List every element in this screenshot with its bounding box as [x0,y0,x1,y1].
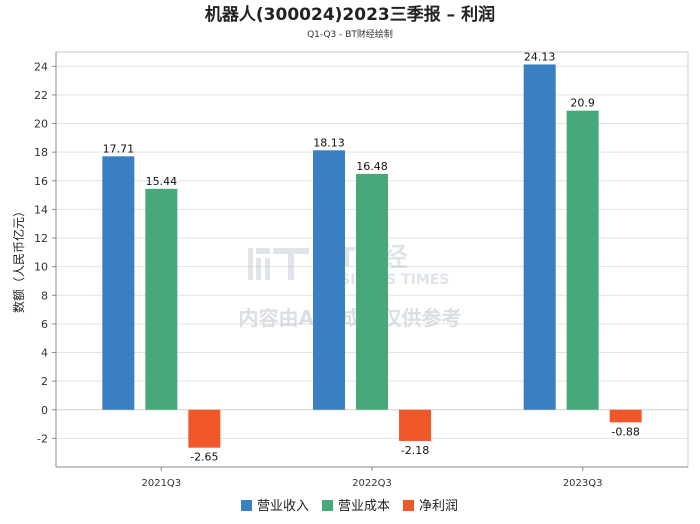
legend-swatch [241,500,252,511]
legend-swatch [322,500,333,511]
bar[interactable] [145,188,178,410]
y-tick-label: 4 [41,347,48,360]
y-tick-label: 20 [34,118,48,131]
data-label: 16.48 [356,160,388,173]
bar[interactable] [523,64,556,410]
y-tick-label: 22 [34,89,48,102]
y-axis-label: 数额（人民币亿元） [11,205,26,313]
x-tick-label: 2022Q3 [352,478,392,489]
bt-logo-icon [248,248,309,280]
bars [102,64,642,448]
legend-item[interactable]: 营业收入 [257,499,309,514]
bar[interactable] [313,150,345,410]
y-tick-label: 14 [34,203,48,216]
legend: 营业收入 营业成本 净利润 [241,499,458,514]
bar[interactable] [609,409,642,423]
y-tick-label: 16 [34,175,48,188]
x-tick-label: 2021Q3 [141,478,181,489]
data-labels: 17.71 15.44 -2.65 18.13 16.48 -2.18 24.13 20.9 -… [103,50,640,463]
data-label: 20.9 [570,97,595,110]
legend-swatch [403,500,414,511]
bar[interactable] [102,156,135,410]
chart-title: 机器人(300024)2023三季报 – 利润 [205,4,495,25]
bar[interactable] [188,409,221,448]
y-tick-label: 2 [41,375,48,388]
watermark-notice: 内容由AI生成，仅供参考 [239,306,462,330]
data-label: 24.13 [524,50,556,63]
bar[interactable] [356,173,388,410]
bar[interactable] [399,409,431,441]
data-label: -2.18 [401,444,429,457]
legend-item[interactable]: 营业成本 [338,499,390,514]
y-tick-label: 12 [34,232,48,245]
bar[interactable] [566,110,599,410]
data-label: 15.44 [146,175,178,188]
x-tick-label: 2023Q3 [563,478,603,489]
data-label: -2.65 [190,451,218,464]
y-tick-label: 10 [34,261,48,274]
y-tick-label: 0 [41,404,48,417]
y-tick-label: -2 [37,432,48,445]
data-label: 17.71 [103,142,135,155]
data-label: 18.13 [313,136,345,149]
legend-item[interactable]: 净利润 [419,499,458,514]
data-label: -0.88 [611,425,639,438]
y-tick-label: 24 [34,60,48,73]
y-tick-label: 8 [41,289,48,302]
y-tick-label: 18 [34,146,48,159]
y-tick-label: 6 [41,318,48,331]
chart-subtitle: Q1-Q3 - BT财经绘制 [307,28,393,40]
